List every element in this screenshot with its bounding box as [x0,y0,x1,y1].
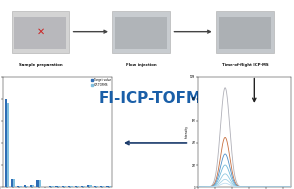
Bar [89,185,92,187]
Bar [106,186,108,187]
Bar [62,186,64,187]
Bar [19,186,22,187]
Text: Flow injection: Flow injection [126,63,156,67]
Bar [17,186,19,187]
Bar [81,186,83,187]
Bar [68,186,70,187]
Text: ✕: ✕ [36,27,44,37]
Bar [7,103,9,187]
Bar [32,185,34,187]
Bar [36,180,39,187]
Bar [58,186,60,187]
Bar [100,186,102,187]
Bar [216,11,274,53]
Bar [24,185,26,187]
Bar [49,186,51,187]
Bar [13,179,15,187]
Bar [74,186,77,187]
Text: Sample preparation: Sample preparation [19,63,62,67]
Bar [51,186,54,187]
Bar [11,11,69,53]
Text: Time-of-flight ICP-MS: Time-of-flight ICP-MS [222,63,268,67]
Bar [112,11,170,53]
Bar [93,186,96,187]
Bar [39,180,41,187]
Bar [30,185,32,187]
Bar [11,179,13,187]
Bar [219,17,271,49]
Bar [26,186,28,187]
Legend: Target value, ICP-TOFMS: Target value, ICP-TOFMS [90,78,111,87]
Bar [56,186,58,187]
Text: FI-ICP-TOFMS: FI-ICP-TOFMS [98,91,212,106]
Bar [14,17,66,49]
Bar [87,185,89,187]
Y-axis label: Intensity: Intensity [185,125,189,138]
Bar [96,186,98,187]
Bar [4,99,7,187]
Bar [115,17,167,49]
Bar [70,186,73,187]
